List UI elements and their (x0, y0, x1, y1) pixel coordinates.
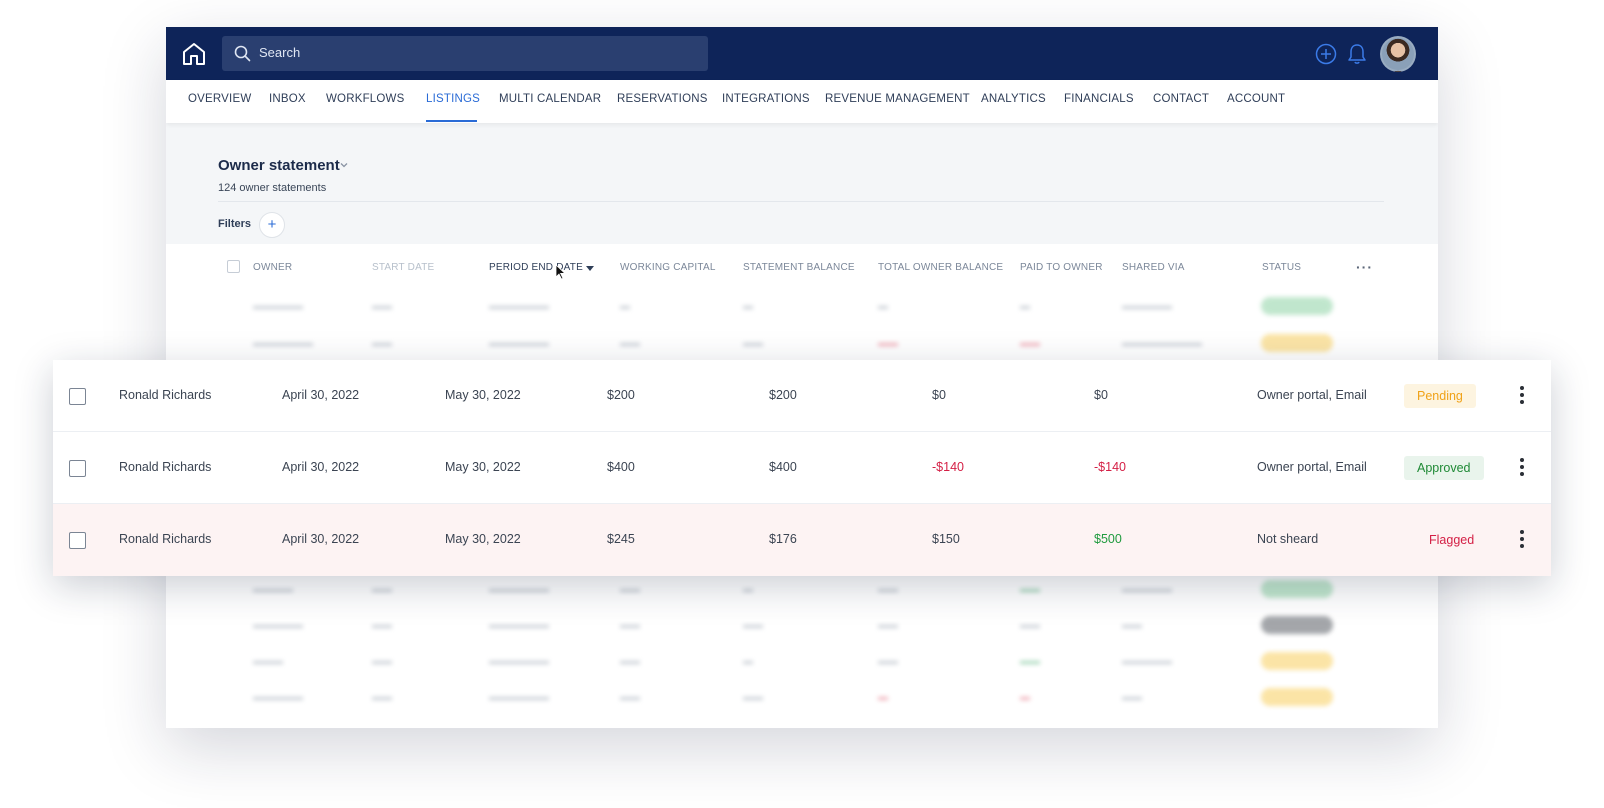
header-working-capital[interactable]: WORKING CAPITAL (620, 262, 716, 273)
blurred-row: ▬▬▬▬▬▬ ▬▬ ▬▬▬▬▬▬ ▬▬ ▬▬ ▬▬ ▬▬ ▬▬▬▬▬▬▬▬ (166, 326, 1438, 362)
select-all-checkbox[interactable] (227, 260, 240, 273)
cell-start-date: April 30, 2022 (282, 532, 360, 546)
chevron-down-icon[interactable] (339, 160, 349, 170)
blurred-row: ▬▬▬▬ ▬▬ ▬▬▬▬▬▬ ▬▬ ▬ ▬▬ ▬▬ ▬▬▬▬▬ (166, 572, 1438, 608)
header-shared-via[interactable]: SHARED VIA (1122, 262, 1185, 273)
header-paid-to-owner[interactable]: PAID TO OWNER (1020, 262, 1103, 273)
main-nav: OVERVIEW INBOX WORKFLOWS LISTINGS MULTI … (166, 80, 1438, 123)
kebab-menu-icon[interactable] (1519, 528, 1525, 550)
nav-integrations[interactable]: INTEGRATIONS (722, 93, 810, 105)
highlighted-rows-card: Ronald Richards April 30, 2022 May 30, 2… (53, 360, 1551, 576)
cell-shared-via: Owner portal, Email (1257, 388, 1367, 402)
row-checkbox[interactable] (69, 388, 86, 405)
cell-shared-via: Not sheard (1257, 532, 1319, 546)
blurred-row: ▬▬▬▬▬▬▬▬▬▬▬▬▬▬▬▬▬▬▬▬▬▬▬ (166, 608, 1438, 644)
nav-analytics[interactable]: ANALYTICS (981, 93, 1046, 105)
cell-owner: Ronald Richards (119, 388, 212, 402)
table-row[interactable]: Ronald Richards April 30, 2022 May 30, 2… (53, 432, 1551, 504)
nav-contact[interactable]: CONTACT (1153, 93, 1210, 105)
page-title[interactable]: Owner statement (218, 157, 340, 174)
table-row[interactable]: Ronald Richards April 30, 2022 May 30, 2… (53, 504, 1551, 576)
cell-shared-via: Owner portal, Email (1257, 460, 1367, 474)
mouse-cursor-icon (555, 264, 566, 280)
cell-working-capital: $200 (607, 388, 635, 402)
plus-circle-icon[interactable] (1315, 43, 1337, 65)
blurred-row: ▬▬▬▬▬ ▬▬ ▬▬▬▬▬▬ ▬ ▬ ▬ ▬ ▬▬▬▬▬ (166, 289, 1438, 325)
row-checkbox[interactable] (69, 532, 86, 549)
search-input[interactable]: Search (222, 36, 708, 71)
nav-active-underline (426, 120, 477, 122)
nav-account[interactable]: ACCOUNT (1227, 93, 1286, 105)
cell-start-date: April 30, 2022 (282, 388, 360, 402)
nav-revenue-management[interactable]: REVENUE MANAGEMENT (825, 93, 970, 105)
header-owner[interactable]: OWNER (253, 262, 293, 273)
page-subtitle: 124 owner statements (218, 182, 327, 194)
cell-owner: Ronald Richards (119, 460, 212, 474)
filters-label: Filters (218, 218, 252, 230)
home-icon[interactable] (180, 40, 208, 68)
search-placeholder: Search (259, 45, 301, 60)
cell-working-capital: $400 (607, 460, 635, 474)
cell-start-date: April 30, 2022 (282, 460, 360, 474)
row-checkbox[interactable] (69, 460, 86, 477)
table-row[interactable]: Ronald Richards April 30, 2022 May 30, 2… (53, 360, 1551, 432)
header-period-end-date[interactable]: PERIOD END DATE (489, 262, 583, 273)
blurred-row: ▬▬▬▬▬▬▬▬▬▬▬▬▬▬▬▬▬▬▬▬▬▬▬ (166, 644, 1438, 680)
kebab-menu-icon[interactable] (1519, 456, 1525, 478)
add-filter-button[interactable]: + (259, 212, 285, 238)
status-badge: Approved (1404, 456, 1484, 480)
cell-statement-balance: $176 (769, 532, 797, 546)
cell-paid-to-owner: -$140 (1094, 460, 1126, 474)
cell-end-date: May 30, 2022 (445, 460, 521, 474)
bell-icon[interactable] (1346, 42, 1368, 66)
top-bar: Search (166, 27, 1438, 80)
cell-paid-to-owner: $0 (1094, 388, 1108, 402)
nav-multi-calendar[interactable]: MULTI CALENDAR (499, 93, 602, 105)
cell-working-capital: $245 (607, 532, 635, 546)
more-columns-icon[interactable]: ··· (1356, 259, 1373, 275)
cell-statement-balance: $200 (769, 388, 797, 402)
avatar[interactable] (1380, 36, 1416, 72)
nav-reservations[interactable]: RESERVATIONS (617, 93, 708, 105)
divider (218, 201, 1384, 202)
cell-total-owner-balance: $150 (932, 532, 960, 546)
search-icon (234, 45, 251, 62)
cell-end-date: May 30, 2022 (445, 532, 521, 546)
status-badge: Pending (1404, 384, 1476, 408)
cell-owner: Ronald Richards (119, 532, 212, 546)
kebab-menu-icon[interactable] (1519, 384, 1525, 406)
nav-overview[interactable]: OVERVIEW (188, 93, 252, 105)
cell-statement-balance: $400 (769, 460, 797, 474)
cell-total-owner-balance: $0 (932, 388, 946, 402)
nav-listings[interactable]: LISTINGS (426, 93, 481, 105)
status-badge: Flagged (1429, 533, 1475, 547)
sort-desc-icon[interactable] (586, 266, 594, 271)
nav-financials[interactable]: FINANCIALS (1064, 93, 1134, 105)
cell-end-date: May 30, 2022 (445, 388, 521, 402)
cell-total-owner-balance: -$140 (932, 460, 964, 474)
blurred-row: ▬▬▬▬▬ ▬▬ ▬▬▬▬▬▬ ▬▬ ▬▬ ▬ ▬ ▬▬ (166, 680, 1438, 716)
header-statement-balance[interactable]: STATEMENT BALANCE (743, 262, 855, 273)
nav-workflows[interactable]: WORKFLOWS (326, 93, 405, 105)
header-total-owner-balance[interactable]: TOTAL OWNER BALANCE (878, 262, 1004, 273)
header-start-date[interactable]: START DATE (372, 262, 435, 273)
cell-paid-to-owner: $500 (1094, 532, 1122, 546)
nav-inbox[interactable]: INBOX (269, 93, 306, 105)
header-status[interactable]: STATUS (1262, 262, 1302, 273)
